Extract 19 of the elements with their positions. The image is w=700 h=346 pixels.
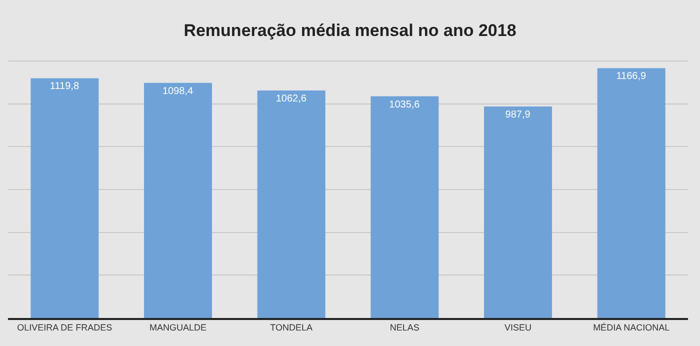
data-label: 1062,6 [276, 93, 307, 104]
bar [144, 82, 212, 318]
data-label: 1119,8 [50, 81, 80, 92]
x-tick-label: MANGUALDE [149, 322, 207, 333]
chart-title: Remuneração média mensal no ano 2018 [184, 21, 516, 40]
bar [370, 96, 439, 318]
bar [597, 68, 666, 318]
x-tick-label: MÉDIA NACIONAL [593, 322, 670, 333]
bar [484, 106, 552, 318]
data-label: 1166,9 [616, 71, 646, 82]
data-label: 1098,4 [162, 86, 194, 97]
x-tick-label: OLIVEIRA DE FRADES [17, 322, 112, 333]
data-label: 987,9 [505, 109, 531, 120]
bar [30, 78, 99, 318]
x-tick-label: NELAS [390, 322, 420, 333]
x-tick-label: VISEU [504, 322, 532, 333]
x-tick-label: TONDELA [270, 322, 313, 333]
data-label: 1035,6 [389, 99, 420, 110]
bar [257, 90, 326, 318]
